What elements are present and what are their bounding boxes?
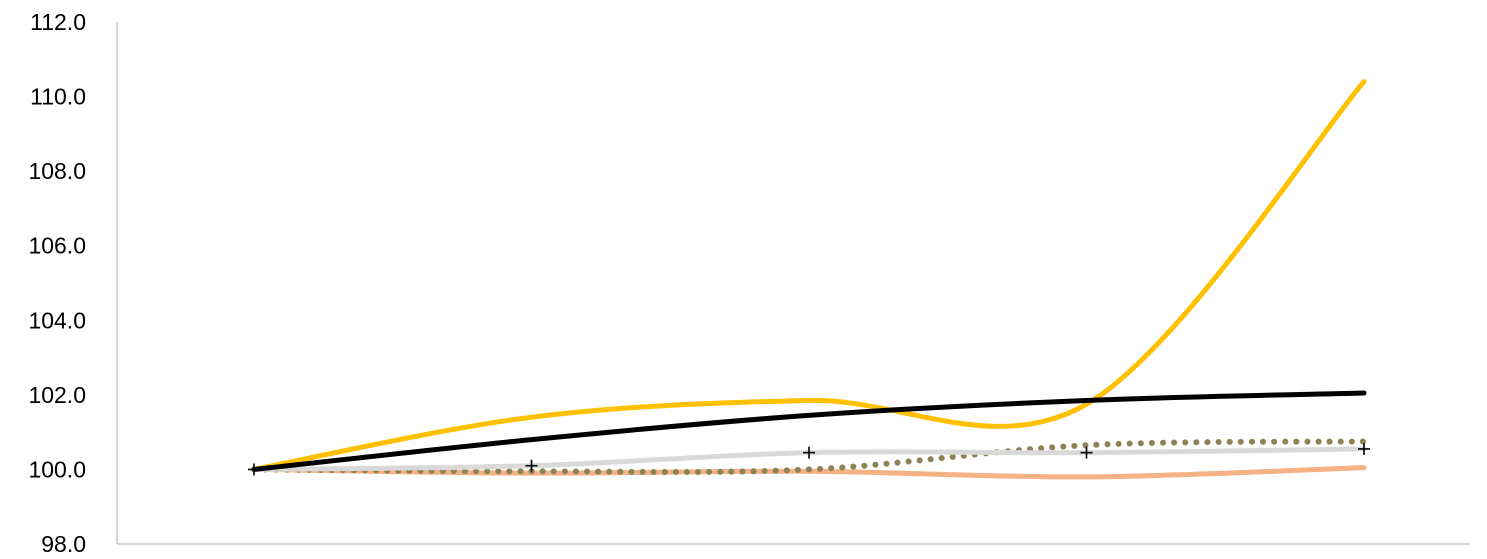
series-layer — [248, 79, 1370, 480]
y-tick-label: 108.0 — [28, 158, 86, 184]
y-tick-labels: 98.0 100.0 102.0 104.0 106.0 108.0 110.0 112.0 — [28, 9, 86, 557]
y-tick-label: 110.0 — [30, 84, 86, 110]
series-3-marker-4 — [1080, 446, 1093, 459]
y-tick-label: 106.0 — [28, 233, 86, 259]
series-3-marker-3 — [803, 446, 815, 459]
axes — [116, 22, 1470, 545]
series-3-marker-2 — [525, 459, 538, 472]
y-tick-label: 102.0 — [28, 382, 86, 408]
series-4-line — [251, 438, 1367, 476]
series-2-line — [251, 390, 1367, 472]
series-3-marker-5 — [1358, 442, 1370, 455]
y-tick-label: 112.0 — [30, 9, 86, 35]
series-1-line — [251, 79, 1367, 472]
y-tick-label: 98.0 — [41, 531, 86, 554]
y-tick-label: 100.0 — [28, 456, 86, 482]
y-tick-label: 104.0 — [28, 307, 86, 333]
